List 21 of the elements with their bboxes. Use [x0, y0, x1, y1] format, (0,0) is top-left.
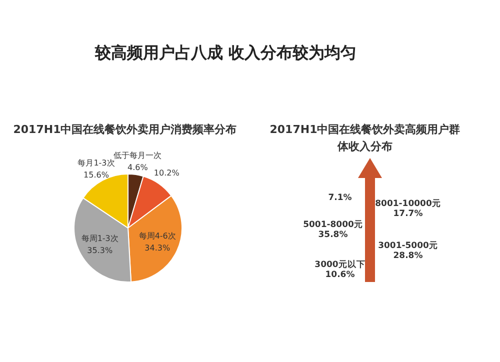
data-label: 15.6%: [84, 170, 110, 180]
slice-label: 每周1-3次: [81, 234, 118, 244]
category-label: 3000元以下: [314, 259, 366, 270]
data-label: 17.7%: [393, 209, 424, 219]
data-label: 34.3%: [144, 244, 170, 253]
data-label: 10.2%: [154, 168, 180, 178]
text: 较高频用户占八成 收入分布较为均匀: [94, 43, 357, 62]
category-label: 5001-8000元: [303, 219, 363, 230]
data-label: 28.8%: [393, 251, 424, 261]
chart-title: 2017H1中国在线餐饮外卖用户消费频率分布: [13, 123, 237, 136]
slice-label: 每周4-6次: [138, 232, 176, 241]
slice-label: 低于每月一次: [114, 151, 162, 160]
category-label: 8001-10000元: [375, 198, 441, 209]
data-label: 4.6%: [128, 163, 148, 172]
data-label: 35.8%: [318, 230, 348, 240]
slice-label: 每月1-3次: [78, 158, 115, 168]
data-label: 35.3%: [87, 246, 113, 256]
data-label: 10.6%: [325, 270, 356, 280]
category-label: 3001-5000元: [378, 240, 438, 251]
text: 2017H1中国在线餐饮外卖高频用户群体收入分布: [270, 123, 460, 153]
data-label: 7.1%: [328, 193, 352, 203]
